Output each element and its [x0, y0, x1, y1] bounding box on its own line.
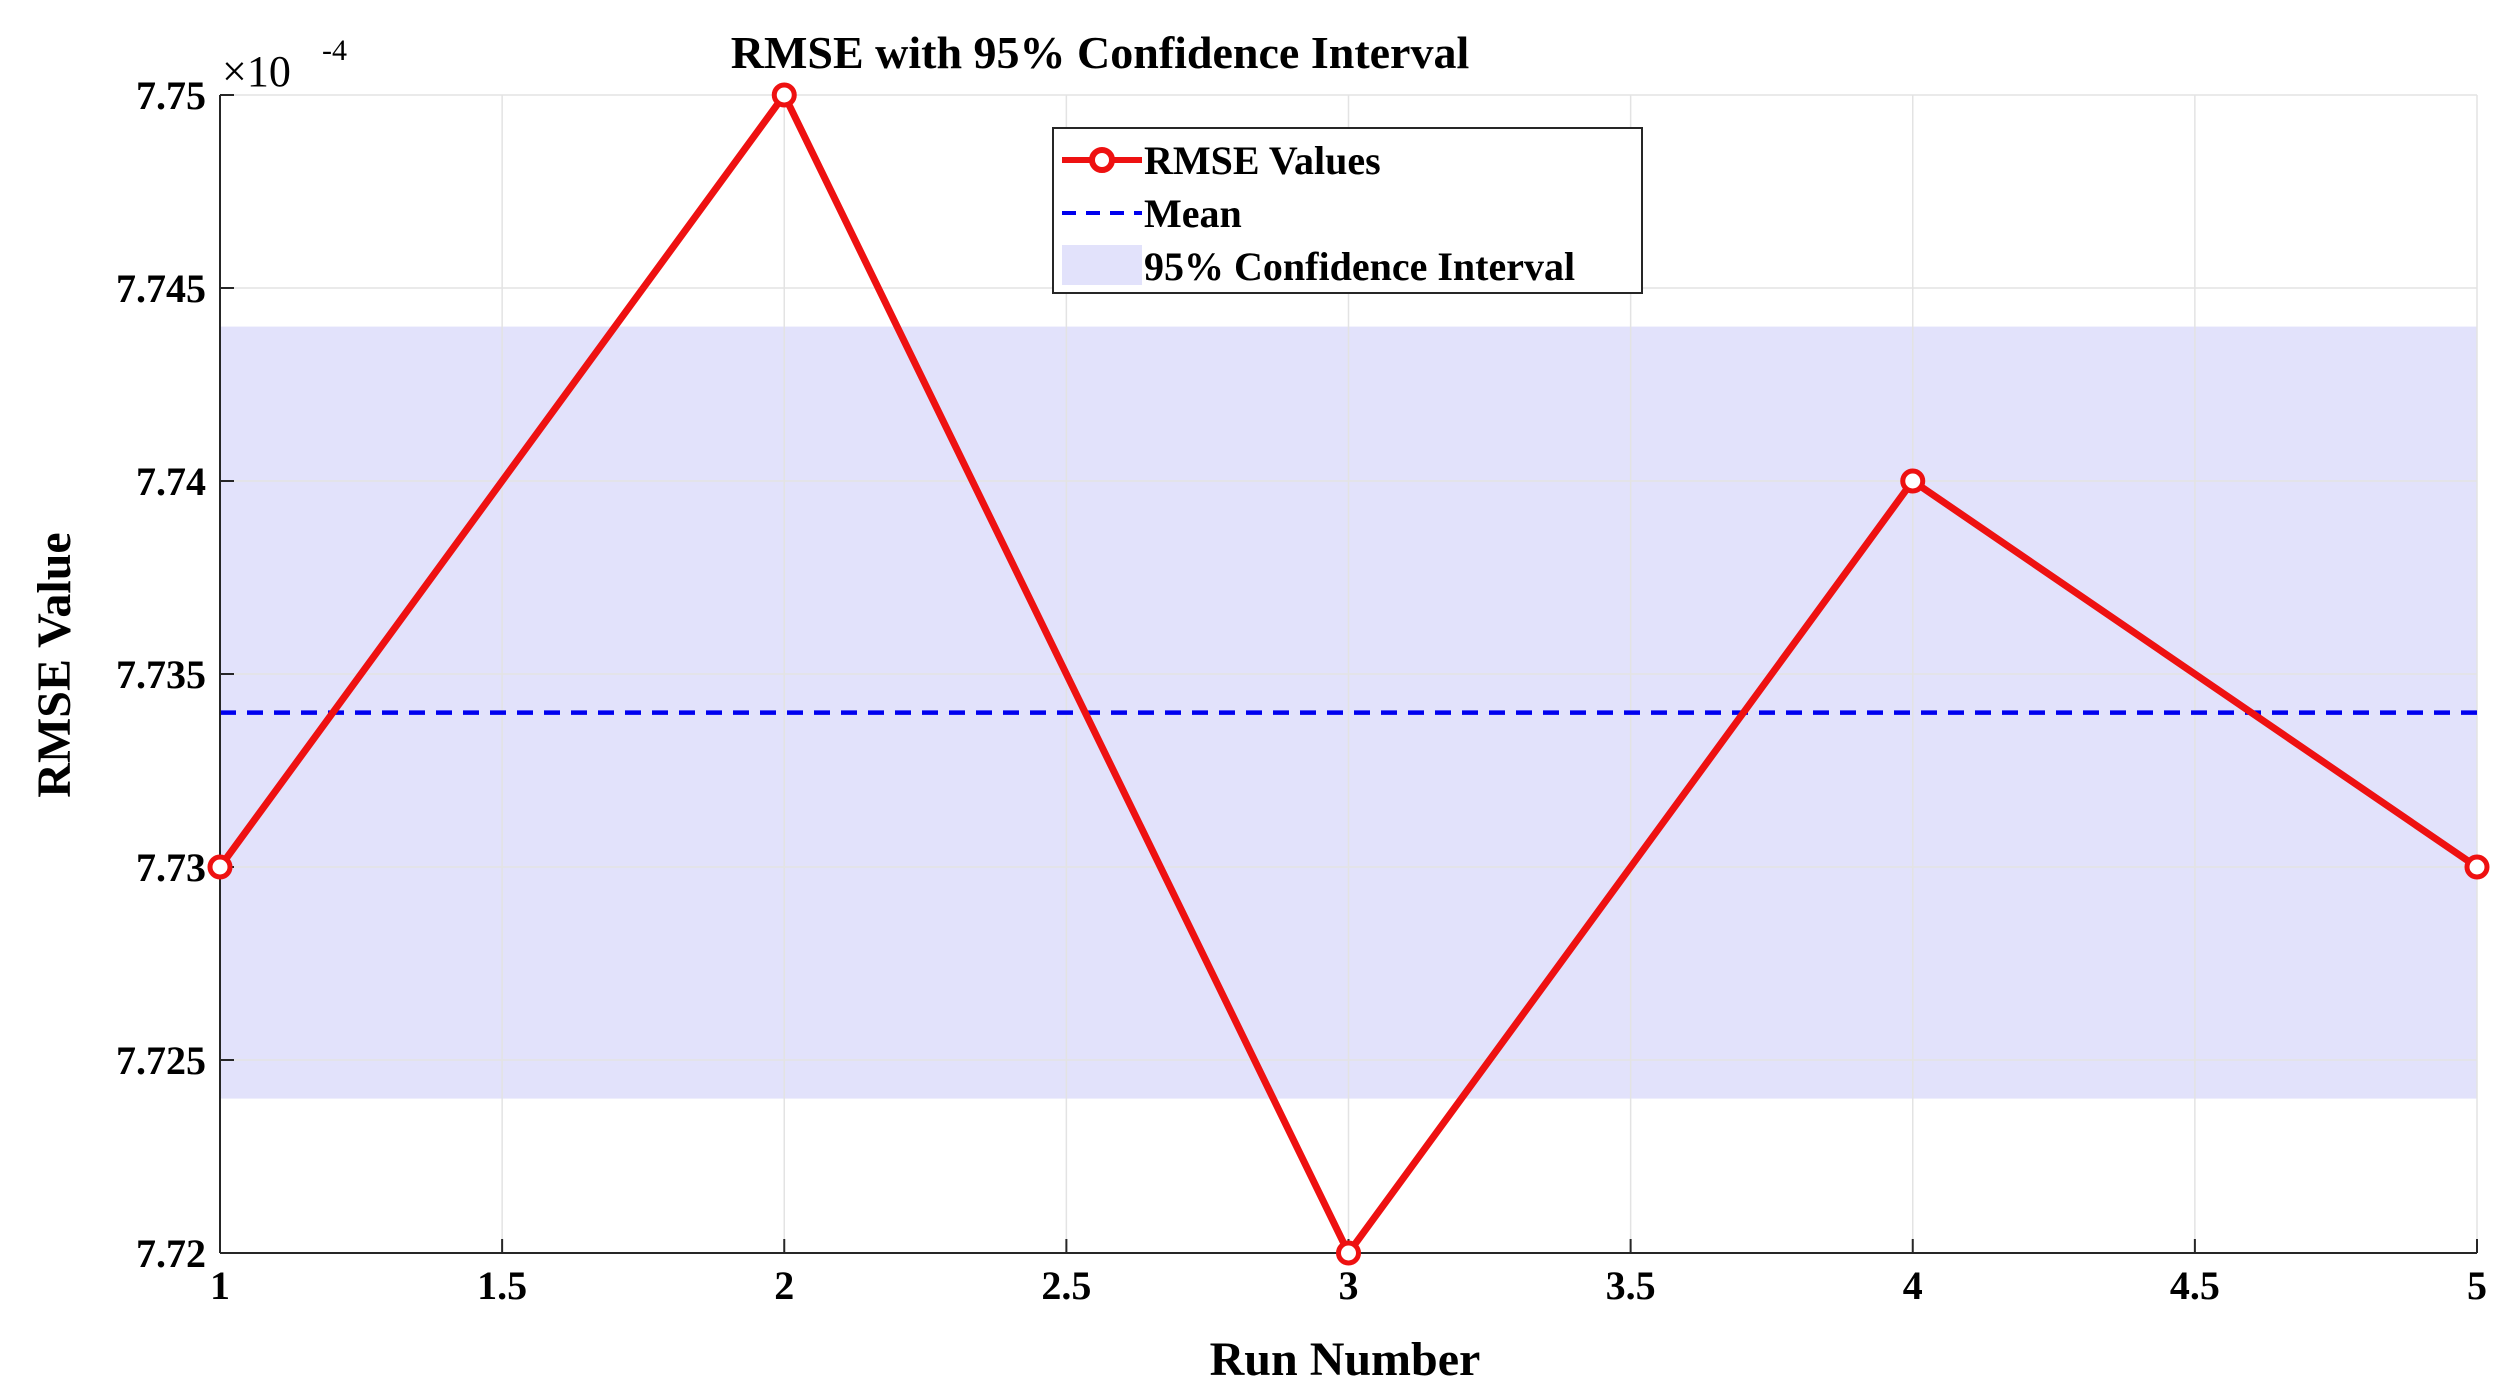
x-tick-label: 5 — [2467, 1263, 2487, 1308]
legend-band-label: 95% Confidence Interval — [1144, 244, 1575, 289]
y-tick-label: 7.74 — [136, 459, 206, 504]
legend: RMSE Values Mean 95% Confidence Interval — [1052, 127, 1643, 294]
y-exponent-power: -4 — [322, 34, 347, 67]
rmse-series-layer — [207, 82, 2490, 1266]
x-tick-label: 3.5 — [1606, 1263, 1656, 1308]
x-tick-label: 2 — [774, 1263, 794, 1308]
y-tick-label: 7.72 — [136, 1231, 206, 1276]
chart-title: RMSE with 95% Confidence Interval — [731, 27, 1470, 78]
y-tick-label: 7.735 — [116, 652, 206, 697]
y-axis-label: RMSE Value — [28, 532, 81, 797]
legend-rmse-marker — [1089, 147, 1115, 173]
y-tick-label: 7.725 — [116, 1038, 206, 1083]
x-tick-label: 1 — [210, 1263, 230, 1308]
rmse-point — [1336, 1240, 1361, 1266]
x-tick-label: 4.5 — [2170, 1263, 2220, 1308]
y-tick-label: 7.745 — [116, 266, 206, 311]
rmse-point — [771, 82, 797, 108]
y-exponent-multiplier: ×10 — [222, 47, 291, 96]
legend-mean-label: Mean — [1144, 191, 1242, 236]
x-tick-label: 2.5 — [1041, 1263, 1091, 1308]
x-axis-label: Run Number — [1210, 1333, 1481, 1386]
x-tick-label: 3 — [1339, 1263, 1359, 1308]
legend-rmse-label: RMSE Values — [1144, 138, 1381, 183]
y-tick-label: 7.75 — [136, 73, 206, 118]
rmse-point — [1900, 468, 1926, 494]
tick-labels-layer: 1 1.5 2 2.5 3 3.5 4 4.5 5 7.72 7.725 7.73 7.735 7.74 7… — [116, 73, 2487, 1308]
rmse-point — [2464, 854, 2490, 880]
legend-box — [1052, 127, 1643, 294]
x-tick-label: 1.5 — [477, 1263, 527, 1308]
x-tick-label: 4 — [1903, 1263, 1923, 1308]
y-tick-label: 7.73 — [136, 845, 206, 890]
rmse-point — [207, 854, 233, 880]
legend-band-swatch — [1062, 245, 1142, 285]
